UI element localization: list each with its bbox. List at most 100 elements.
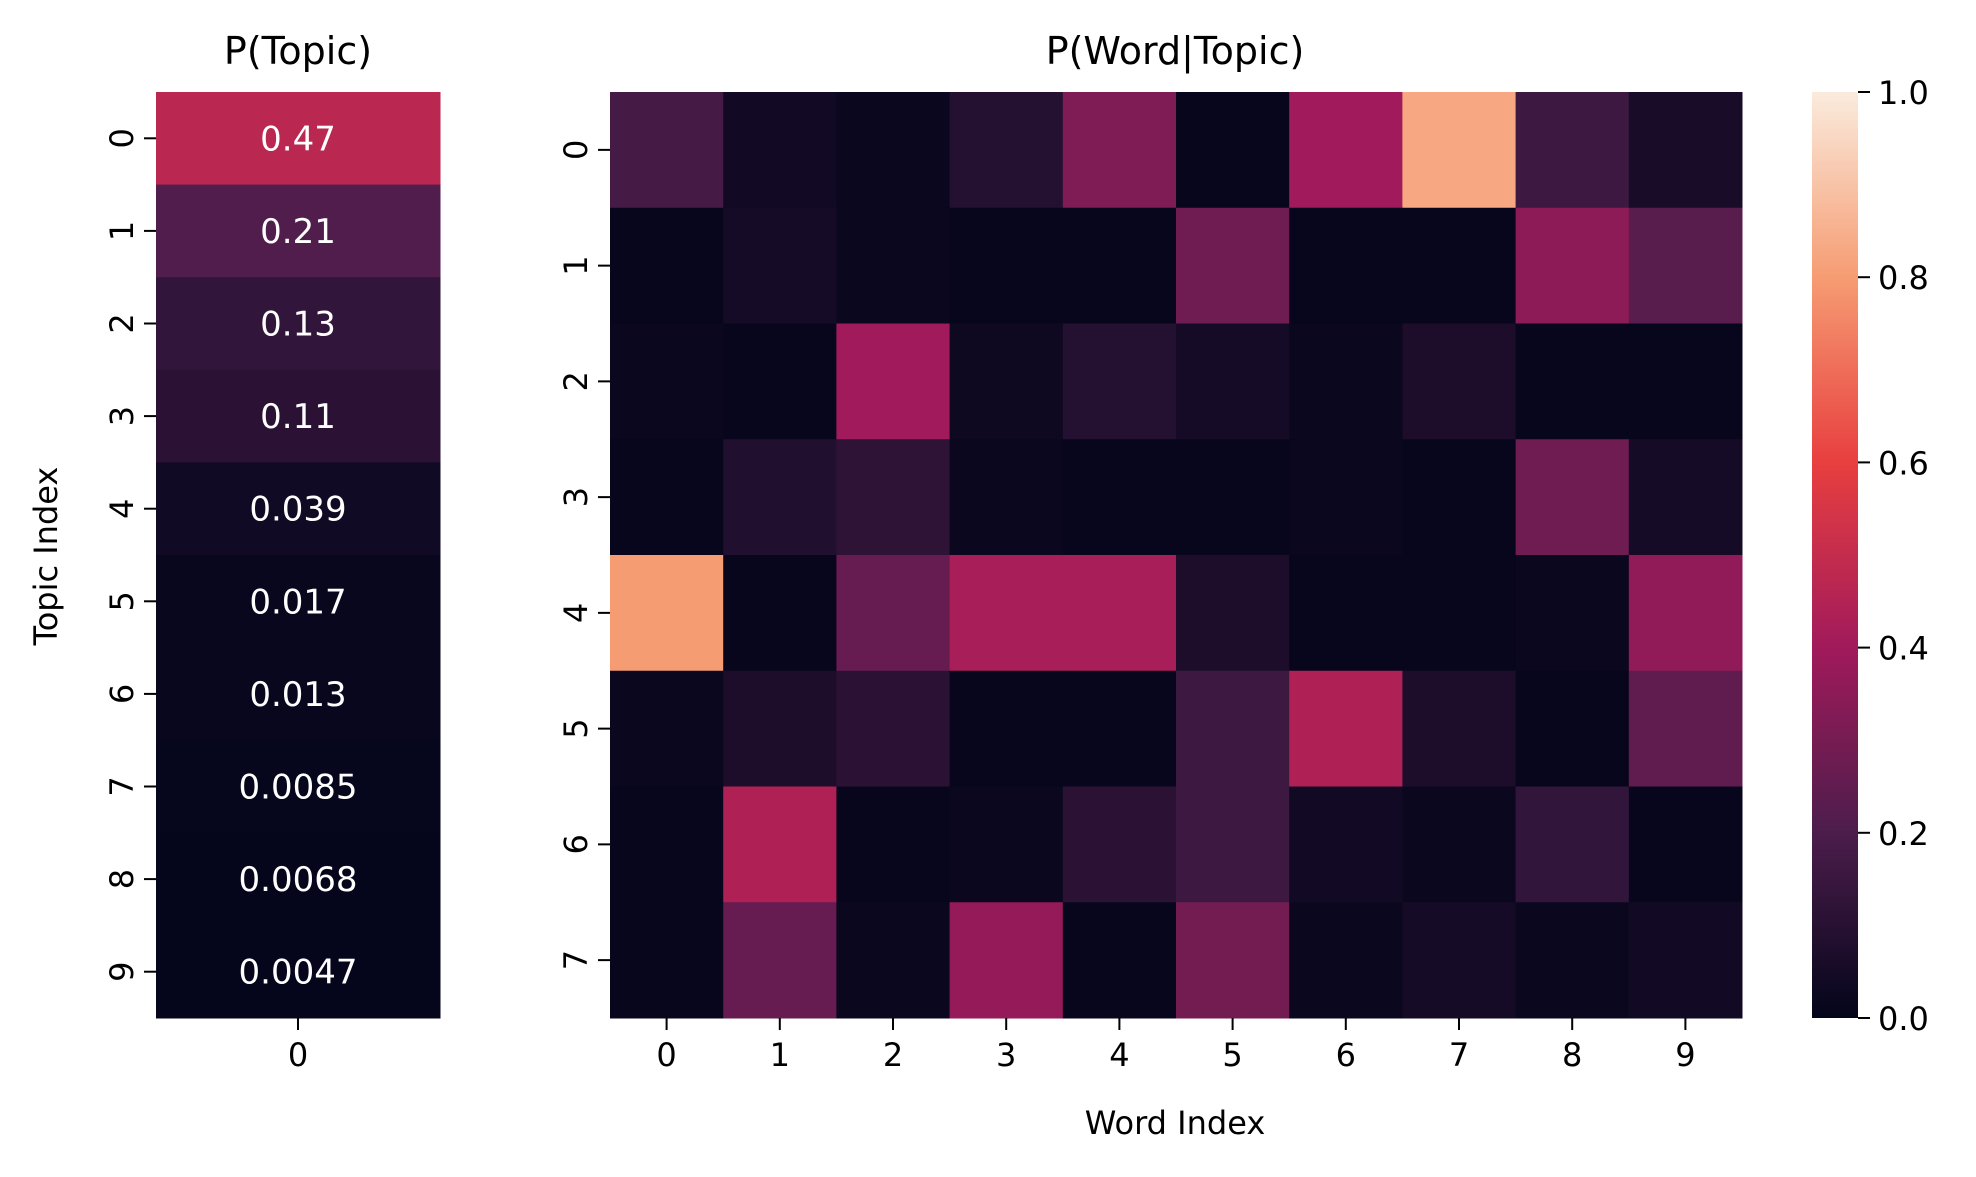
word-topic-cell — [1515, 902, 1630, 1019]
topic-y-tick-label: 5 — [103, 591, 141, 611]
word-topic-cell — [836, 323, 951, 440]
word-x-tick-label: 7 — [1449, 1036, 1469, 1074]
word-topic-cell — [723, 323, 837, 440]
word-y-tick-label: 2 — [557, 371, 595, 391]
word-y-tick-label: 0 — [557, 140, 595, 160]
topic-cell-label: 0.039 — [249, 490, 346, 530]
topic-cell-label: 0.13 — [260, 305, 336, 345]
word-y-tick-label: 3 — [557, 487, 595, 507]
word-topic-cell — [949, 92, 1064, 209]
word-topic-cell — [723, 902, 837, 1019]
word-y-tick-label: 5 — [557, 718, 595, 738]
word-x-tick-label: 0 — [656, 1036, 676, 1074]
word-topic-cell — [1289, 439, 1403, 556]
word-topic-cell — [1289, 670, 1403, 787]
topic-cell-label: 0.013 — [249, 675, 346, 715]
topic-cell-label: 0.017 — [249, 582, 346, 622]
word-topic-cell — [1289, 786, 1403, 903]
word-topic-cell — [610, 902, 724, 1019]
topic-cell — [156, 277, 441, 371]
word-topic-cell — [1402, 207, 1517, 324]
word-topic-cell — [1289, 323, 1403, 440]
word-topic-cell — [1289, 902, 1403, 1019]
topic-cell-label: 0.47 — [260, 119, 336, 159]
colorbar: 0.0 0.2 0.4 0.6 0.8 1.0 — [1812, 74, 1929, 1038]
word-topic-cell — [949, 902, 1064, 1019]
word-topic-cell — [610, 323, 724, 440]
topic-cell — [156, 184, 441, 278]
topic-cell — [156, 555, 441, 649]
word-topic-cell — [1176, 555, 1290, 672]
topic-cell — [156, 369, 441, 463]
topic-cell-label: 0.0047 — [239, 953, 358, 993]
word-topic-cell — [723, 555, 837, 672]
word-topic-cell — [1062, 670, 1177, 787]
word-topic-cell — [1062, 439, 1177, 556]
word-y-tick-label: 4 — [557, 603, 595, 623]
word-topic-cell — [1402, 323, 1517, 440]
word-topic-cell — [610, 555, 724, 672]
word-topic-cell — [1289, 92, 1403, 209]
topic-cell — [156, 462, 441, 556]
word-heatmap-y-ticks: 0 1 2 3 4 5 6 7 — [557, 140, 610, 970]
word-topic-cell — [1402, 555, 1517, 672]
word-topic-cell — [1062, 92, 1177, 209]
word-topic-cell — [723, 207, 837, 324]
word-heatmap-title: P(Word|Topic) — [1046, 29, 1305, 74]
word-topic-cell — [949, 786, 1064, 903]
word-topic-cell — [1628, 92, 1743, 209]
colorbar-tick-label: 1.0 — [1878, 74, 1929, 112]
word-topic-cell — [1628, 207, 1743, 324]
topic-probability-heatmap: P(Topic) 0.47 0.21 0.13 0.11 0.039 0.017 0.013… — [27, 29, 441, 1074]
word-topic-cell — [610, 207, 724, 324]
topic-heatmap-cells: 0.47 0.21 0.13 0.11 0.039 0.017 0.013 0.0085 0.0… — [156, 92, 441, 1019]
topic-y-tick-label: 1 — [103, 221, 141, 241]
topic-cell — [156, 92, 441, 186]
word-topic-cell — [836, 439, 951, 556]
topic-y-tick-label: 7 — [103, 776, 141, 796]
word-topic-cell — [1176, 92, 1290, 209]
topic-y-tick-label: 3 — [103, 406, 141, 426]
word-topic-cell — [1515, 207, 1630, 324]
word-heatmap-xlabel: Word Index — [1085, 1104, 1266, 1142]
topic-heatmap-ylabel: Topic Index — [27, 467, 65, 647]
colorbar-tick-label: 0.8 — [1878, 259, 1929, 297]
topic-heatmap-title: P(Topic) — [224, 29, 372, 73]
word-topic-cell — [1628, 323, 1743, 440]
word-topic-cell — [723, 439, 837, 556]
word-topic-cell — [610, 92, 724, 209]
word-topic-cell — [949, 439, 1064, 556]
word-topic-cell — [1289, 555, 1403, 672]
topic-cell — [156, 925, 441, 1019]
colorbar-tick-label: 0.4 — [1878, 630, 1929, 668]
word-x-tick-label: 8 — [1562, 1036, 1582, 1074]
colorbar-gradient — [1812, 92, 1858, 1018]
topic-cell-label: 0.21 — [260, 212, 336, 252]
topic-cell-label: 0.0068 — [239, 860, 358, 900]
topic-y-tick-label: 0 — [103, 128, 141, 148]
word-topic-cell — [1062, 555, 1177, 672]
word-x-tick-label: 5 — [1222, 1036, 1242, 1074]
topic-heatmap-y-ticks: 0 1 2 3 4 5 6 7 8 9 — [103, 128, 156, 982]
word-topic-cell — [1062, 786, 1177, 903]
topic-y-tick-label: 6 — [103, 684, 141, 704]
word-y-tick-label: 7 — [557, 950, 595, 970]
word-topic-cell — [836, 207, 951, 324]
topic-y-tick-label: 8 — [103, 869, 141, 889]
word-topic-cell — [610, 786, 724, 903]
word-x-tick-label: 2 — [883, 1036, 903, 1074]
word-topic-cell — [1515, 323, 1630, 440]
word-topic-cell — [836, 902, 951, 1019]
word-topic-cell — [1628, 902, 1743, 1019]
colorbar-tick-label: 0.0 — [1878, 1000, 1929, 1038]
word-topic-cell — [610, 670, 724, 787]
word-topic-cell — [1628, 555, 1743, 672]
word-topic-cell — [1176, 207, 1290, 324]
word-topic-cell — [1062, 323, 1177, 440]
word-x-tick-label: 9 — [1675, 1036, 1695, 1074]
word-topic-cell — [1402, 92, 1517, 209]
word-topic-cell — [949, 670, 1064, 787]
word-given-topic-heatmap: P(Word|Topic) 0 1 2 3 4 5 6 7 0 1 2 3 4 5 6 7 8 9 Word I… — [557, 29, 1743, 1142]
